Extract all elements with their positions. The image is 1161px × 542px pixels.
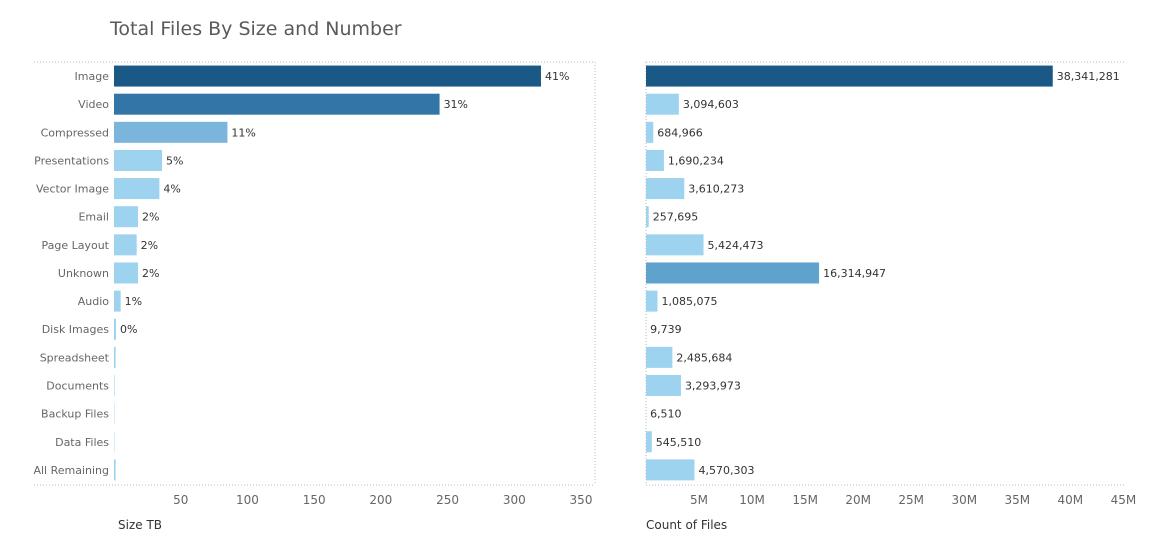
category-label: Unknown xyxy=(58,267,109,280)
size-bar xyxy=(114,149,163,171)
size-data-label: 11% xyxy=(231,126,255,139)
size-tick-label: 100 xyxy=(236,493,259,507)
count-tick-label: 10M xyxy=(739,493,765,507)
category-label: Page Layout xyxy=(41,239,109,252)
category-label: Video xyxy=(78,98,109,111)
count-bar xyxy=(646,431,652,453)
count-tick-label: 5M xyxy=(690,493,708,507)
category-label: Presentations xyxy=(34,154,109,167)
size-bar xyxy=(114,290,121,312)
category-label: All Remaining xyxy=(33,464,109,477)
size-bar xyxy=(114,65,541,87)
count-data-label: 16,314,947 xyxy=(823,267,886,280)
size-tick-label: 300 xyxy=(503,493,526,507)
category-label: Disk Images xyxy=(42,323,110,336)
size-bar xyxy=(114,262,139,284)
count-data-label: 6,510 xyxy=(650,408,682,421)
count-bar xyxy=(646,234,704,256)
size-tick-label: 150 xyxy=(303,493,326,507)
size-data-label: 1% xyxy=(125,295,142,308)
count-bar xyxy=(646,346,673,368)
count-data-label: 3,094,603 xyxy=(683,98,739,111)
count-bar xyxy=(646,459,695,481)
count-bar xyxy=(646,206,649,228)
category-label: Email xyxy=(78,211,109,224)
count-data-label: 3,293,973 xyxy=(685,379,741,392)
size-data-label: 41% xyxy=(545,70,569,83)
count-bar xyxy=(646,290,658,312)
count-data-label: 684,966 xyxy=(657,126,703,139)
count-data-label: 3,610,273 xyxy=(688,183,744,196)
count-bar xyxy=(646,178,685,200)
size-data-label: 5% xyxy=(166,154,183,167)
count-tick-label: 25M xyxy=(898,493,924,507)
category-label: Image xyxy=(75,70,110,83)
size-data-label: 0% xyxy=(120,323,137,336)
category-label: Spreadsheet xyxy=(40,351,110,364)
category-label: Audio xyxy=(78,295,110,308)
category-label: Data Files xyxy=(55,436,109,449)
count-bar xyxy=(646,374,681,396)
count-bar xyxy=(646,262,820,284)
count-tick-label: 45M xyxy=(1111,493,1137,507)
count-data-label: 5,424,473 xyxy=(708,239,764,252)
size-data-label: 2% xyxy=(141,239,158,252)
size-tick-label: 250 xyxy=(436,493,459,507)
size-bar xyxy=(114,206,139,228)
category-label: Backup Files xyxy=(41,408,109,421)
size-data-label: 2% xyxy=(142,267,159,280)
count-data-label: 9,739 xyxy=(650,323,682,336)
count-axis-title: Count of Files xyxy=(646,518,727,532)
count-tick-label: 35M xyxy=(1004,493,1030,507)
count-data-label: 1,690,234 xyxy=(668,154,724,167)
size-axis-title: Size TB xyxy=(118,518,162,532)
size-data-label: 2% xyxy=(142,211,159,224)
size-data-label: 31% xyxy=(444,98,468,111)
size-bar xyxy=(114,121,228,143)
size-tick-label: 50 xyxy=(173,493,188,507)
count-bar xyxy=(646,149,664,171)
size-bar xyxy=(114,374,115,396)
count-data-label: 4,570,303 xyxy=(698,464,754,477)
category-label: Compressed xyxy=(41,126,109,139)
count-tick-label: 15M xyxy=(792,493,818,507)
size-bar xyxy=(114,234,137,256)
size-bar xyxy=(114,318,117,340)
size-tick-label: 200 xyxy=(369,493,392,507)
size-bar xyxy=(114,459,116,481)
chart-title: Total Files By Size and Number xyxy=(110,18,402,40)
count-bar xyxy=(646,65,1053,87)
category-label: Vector Image xyxy=(36,183,109,196)
size-data-label: 4% xyxy=(163,183,180,196)
count-data-label: 38,341,281 xyxy=(1057,70,1120,83)
count-data-label: 257,695 xyxy=(653,211,699,224)
size-bar xyxy=(114,93,440,115)
count-bar xyxy=(646,93,679,115)
count-data-label: 2,485,684 xyxy=(676,351,732,364)
size-tick-label: 350 xyxy=(570,493,593,507)
size-bar xyxy=(114,178,160,200)
count-data-label: 1,085,075 xyxy=(662,295,718,308)
size-bar xyxy=(114,346,116,368)
count-tick-label: 40M xyxy=(1058,493,1084,507)
count-bar xyxy=(646,121,654,143)
count-data-label: 545,510 xyxy=(656,436,702,449)
count-tick-label: 30M xyxy=(951,493,977,507)
count-tick-label: 20M xyxy=(845,493,871,507)
category-label: Documents xyxy=(46,379,109,392)
